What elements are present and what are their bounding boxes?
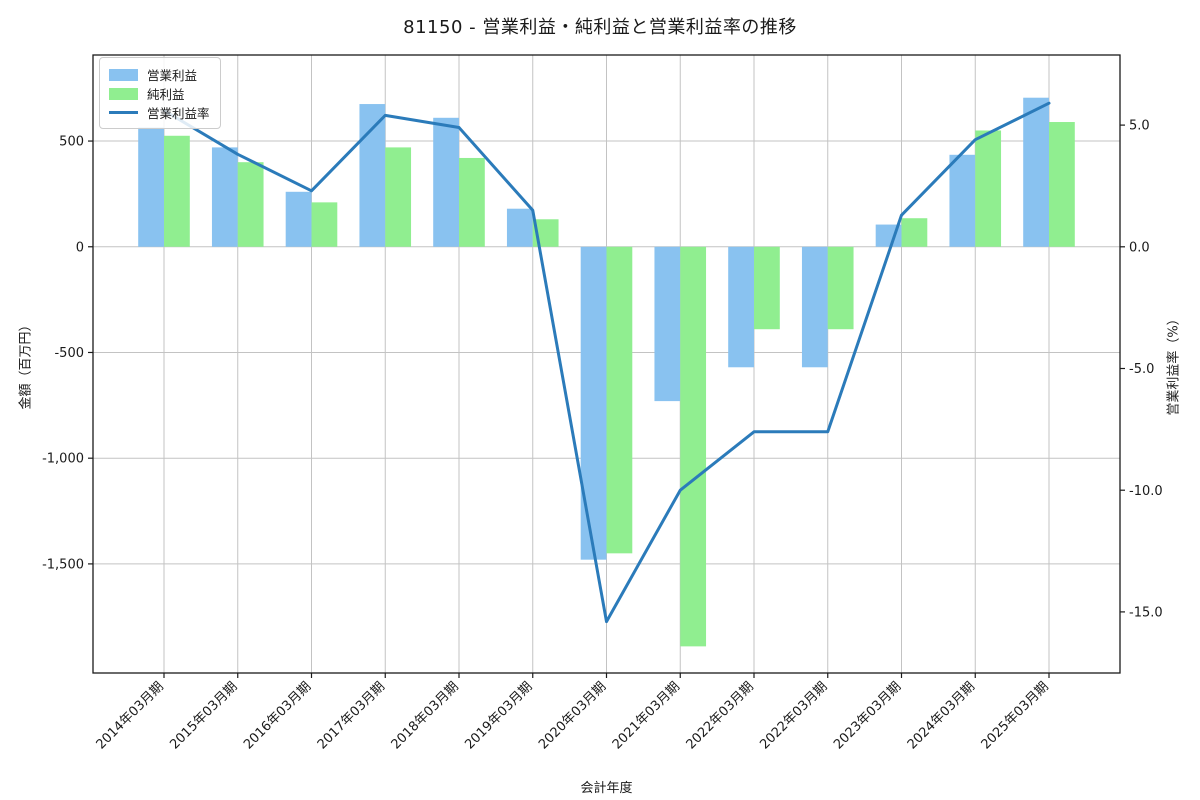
legend-color-swatch bbox=[109, 87, 138, 100]
bar-operating-income bbox=[359, 104, 386, 247]
legend-item-label: 営業利益率 bbox=[147, 106, 210, 121]
bar-net-income bbox=[827, 246, 854, 330]
bar-net-income bbox=[754, 246, 780, 330]
right-axis-label: 営業利益率（%） bbox=[1166, 312, 1182, 416]
bar-net-income bbox=[975, 130, 1002, 247]
bar-operating-income bbox=[506, 208, 533, 247]
bar-net-income bbox=[237, 162, 264, 247]
bar-operating-income bbox=[801, 246, 828, 368]
legend: 営業利益純利益営業利益率 bbox=[99, 57, 221, 129]
x-tick-label: 2020年03月期 bbox=[536, 679, 609, 752]
legend-line-swatch bbox=[109, 111, 138, 114]
bar-operating-income bbox=[580, 246, 607, 560]
left-tick-label: 0 bbox=[76, 240, 84, 255]
x-tick-label: 2015年03月期 bbox=[167, 679, 240, 752]
x-tick-label: 2025年03月期 bbox=[979, 679, 1052, 752]
x-tick-label: 2014年03月期 bbox=[94, 679, 167, 752]
legend-item-label: 営業利益 bbox=[147, 68, 198, 83]
x-tick-label: 2023年03月期 bbox=[831, 679, 904, 752]
bar-net-income bbox=[311, 202, 338, 247]
legend-item: 営業利益率 bbox=[109, 103, 210, 122]
x-tick-label: 2017年03月期 bbox=[315, 679, 388, 752]
legend-item: 純利益 bbox=[109, 84, 210, 103]
bar-net-income bbox=[680, 246, 707, 647]
legend-color-swatch bbox=[109, 68, 138, 81]
legend-item-label: 純利益 bbox=[147, 87, 185, 102]
bar-operating-income bbox=[211, 147, 238, 247]
bar-operating-income bbox=[654, 246, 681, 402]
right-tick-label: -10.0 bbox=[1129, 484, 1163, 499]
x-tick-label: 2024年03月期 bbox=[905, 679, 978, 752]
bar-net-income bbox=[385, 147, 412, 247]
x-tick-label: 2019年03月期 bbox=[462, 679, 535, 752]
x-tick-label: 2021年03月期 bbox=[610, 679, 683, 752]
bar-operating-income bbox=[1023, 97, 1049, 247]
bar-net-income bbox=[459, 157, 485, 247]
bar-net-income bbox=[901, 218, 928, 247]
bar-net-income bbox=[1049, 122, 1075, 247]
x-tick-label: 2022年03月期 bbox=[757, 679, 830, 752]
left-axis-label: 金額（百万円） bbox=[18, 318, 34, 410]
x-tick-label: 2022年03月期 bbox=[684, 679, 757, 752]
operating-margin-line bbox=[162, 101, 1051, 624]
bar-operating-income bbox=[138, 127, 164, 247]
left-tick-label: -1,500 bbox=[42, 557, 84, 572]
bar-operating-income bbox=[949, 154, 976, 247]
x-tick-label: 2018年03月期 bbox=[389, 679, 462, 752]
right-tick-label: 5.0 bbox=[1129, 119, 1150, 134]
left-tick-label: 500 bbox=[59, 135, 84, 150]
x-axis-label: 会計年度 bbox=[580, 781, 633, 796]
right-tick-label: -5.0 bbox=[1129, 362, 1154, 377]
left-tick-label: -500 bbox=[54, 346, 84, 361]
legend-item: 営業利益 bbox=[109, 65, 210, 84]
right-tick-label: -15.0 bbox=[1129, 605, 1163, 620]
bar-operating-income bbox=[728, 246, 754, 368]
bar-operating-income bbox=[433, 117, 459, 247]
chart-title: 81150 - 営業利益・純利益と営業利益率の推移 bbox=[403, 17, 797, 38]
left-tick-label: -1,000 bbox=[42, 452, 84, 467]
right-tick-label: 0.0 bbox=[1129, 240, 1150, 255]
bar-net-income bbox=[164, 135, 190, 247]
bar-net-income bbox=[606, 246, 633, 554]
x-tick-label: 2016年03月期 bbox=[241, 679, 314, 752]
bar-operating-income bbox=[285, 191, 312, 247]
